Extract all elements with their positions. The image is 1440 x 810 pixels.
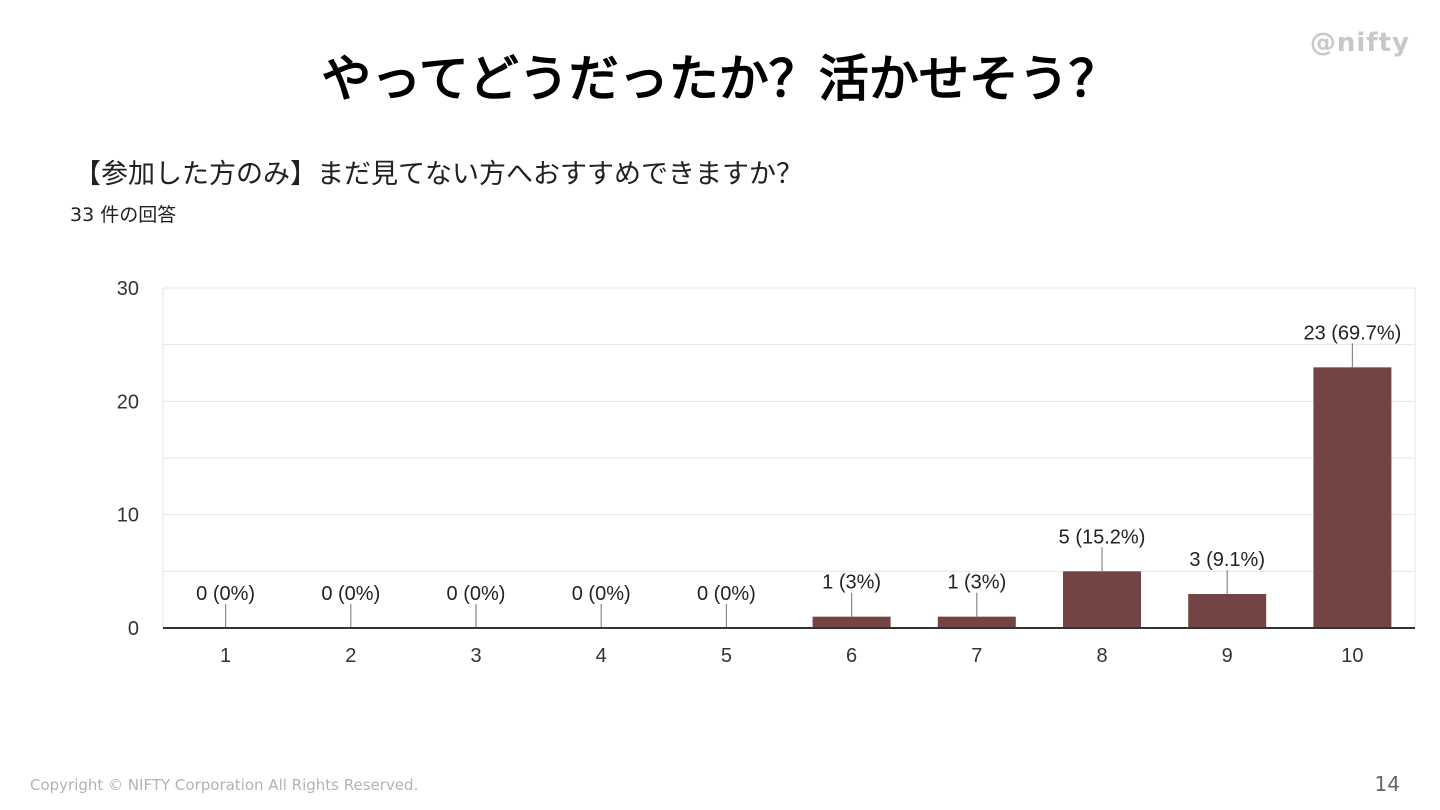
x-tick-label: 3 [470, 645, 481, 667]
x-tick-label: 8 [1096, 645, 1107, 667]
nifty-logo: @nifty [1309, 28, 1410, 58]
bar [812, 616, 891, 628]
data-label: 5 (15.2%) [1059, 526, 1146, 548]
data-label: 23 (69.7%) [1303, 322, 1401, 344]
response-count: 33 件の回答 [70, 204, 177, 226]
bar [937, 616, 1016, 628]
data-label: 0 (0%) [196, 583, 255, 605]
bar [1313, 367, 1392, 628]
y-tick-label: 0 [128, 618, 139, 640]
x-tick-label: 6 [846, 645, 857, 667]
bar-chart: 0 10 20 30 0 (0%) 1 0 (0%) 2 0 (0%) 3 0 (0%) 4 0 (0%… [117, 278, 1416, 667]
data-label: 0 (0%) [697, 583, 756, 605]
bar [1188, 594, 1267, 628]
y-tick-label: 20 [117, 391, 139, 413]
x-tick-label: 7 [971, 645, 982, 667]
bar [1063, 571, 1141, 628]
data-label: 0 (0%) [321, 583, 380, 605]
copyright-notice: Copyright © NIFTY Corporation All Rights… [30, 776, 419, 794]
x-tick-label: 9 [1222, 645, 1233, 667]
x-tick-label: 2 [345, 645, 356, 667]
x-tick-label: 4 [596, 645, 607, 667]
page-number: 14 [1374, 772, 1400, 796]
data-label: 3 (9.1%) [1189, 549, 1265, 571]
y-tick-label: 30 [117, 278, 139, 300]
y-tick-label: 10 [117, 505, 139, 527]
data-label: 1 (3%) [822, 572, 881, 594]
question-title: 【参加した方のみ】まだ見てない方へおすすめできますか？ [74, 159, 803, 190]
data-label: 0 (0%) [447, 583, 506, 605]
data-label: 1 (3%) [947, 572, 1006, 594]
data-label: 0 (0%) [572, 583, 631, 605]
slide-title: やってどうだったか？活かせそう？ [321, 50, 1119, 108]
x-tick-label: 1 [220, 645, 231, 667]
x-tick-label: 5 [721, 645, 732, 667]
x-tick-label: 10 [1341, 645, 1363, 667]
